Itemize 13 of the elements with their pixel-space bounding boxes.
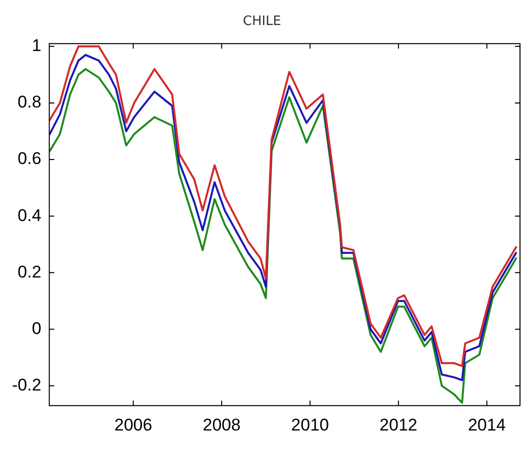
y-tick-label: 0.6 (18, 149, 42, 168)
y-tick-label: 0.4 (18, 206, 42, 225)
x-tick-label: 2012 (380, 415, 418, 434)
x-tick-label: 2008 (202, 415, 241, 434)
x-tick-label: 2014 (468, 415, 506, 434)
y-tick-label: -0.2 (12, 375, 42, 394)
x-tick-label: 2010 (291, 415, 329, 434)
y-tick-label: 0.2 (18, 262, 42, 282)
y-tick-label: 0 (32, 318, 42, 338)
chart-title: CHILE (242, 14, 282, 30)
x-tick-label: 2006 (114, 415, 152, 434)
y-tick-label: 0.8 (18, 92, 42, 112)
y-tick-label: 1 (32, 36, 42, 56)
